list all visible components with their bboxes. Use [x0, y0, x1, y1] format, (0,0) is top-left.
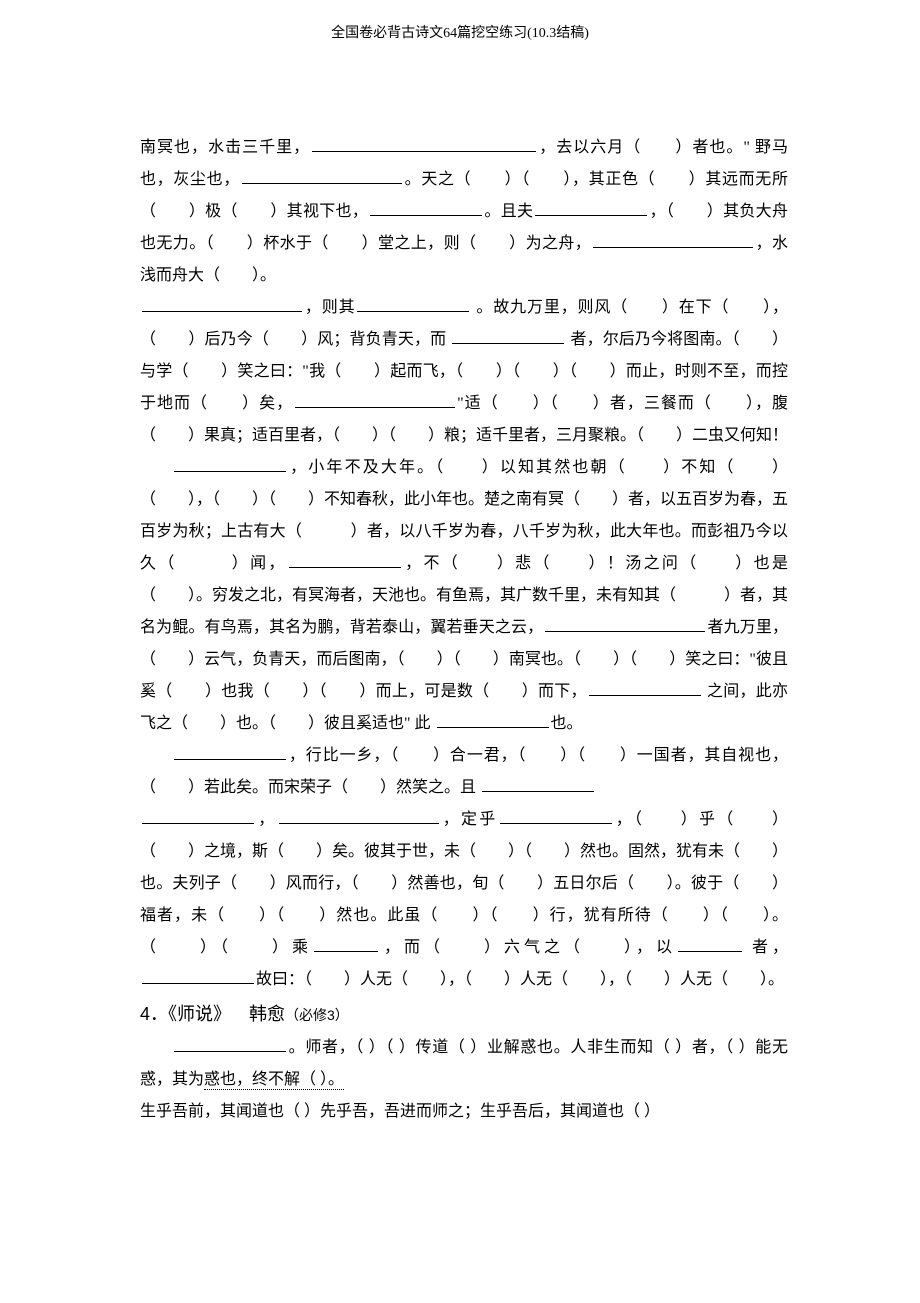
blank-fill — [174, 454, 286, 472]
blank-fill — [242, 166, 402, 184]
blank-fill — [370, 198, 482, 216]
blank-fill — [289, 550, 401, 568]
paragraph-2: ，小年不及大年。（ ）以知其然也朝（ ）不知（ ）（ ），（ ）（ ）不知春秋，… — [140, 452, 788, 740]
paragraph-5: 生乎吾前，其闻道也（ ）先乎吾，吾进而师之；生乎吾后，其闻道也（ ） — [140, 1096, 788, 1128]
blank-fill — [174, 1034, 286, 1052]
blank-fill — [142, 806, 254, 824]
blank-fill — [174, 742, 286, 760]
blank-fill — [279, 806, 439, 824]
page-header: 全国卷必背古诗文64篇挖空练习(10.3结稿) — [0, 22, 920, 42]
blank-fill — [452, 326, 564, 344]
blank-fill — [142, 294, 302, 312]
text-segment: 者， — [744, 939, 788, 956]
text-segment: 故曰：（ ）人无（ ），（ ）人无（ ），（ ）人无（ ）。 — [256, 971, 784, 988]
blank-fill — [437, 710, 549, 728]
blank-fill — [589, 678, 701, 696]
section-4-title: 4．《师说》韩愈（必修3） — [140, 996, 788, 1032]
blank-fill — [295, 390, 455, 408]
section-number: 4． — [140, 1004, 168, 1024]
blank-fill — [312, 134, 536, 152]
blank-fill — [535, 198, 647, 216]
page-title: 全国卷必背古诗文64篇挖空练习(10.3结稿) — [331, 26, 589, 41]
text-segment: 南冥也，水击三千里， — [140, 139, 310, 156]
section-name: 《师说》 — [168, 1004, 231, 1024]
blank-fill — [142, 966, 254, 984]
text-segment: ， — [256, 811, 277, 828]
document-body: 南冥也，水击三千里，，去以六月（ ）者也。" 野马也，灰尘也，。天之（ ）（ ）… — [0, 132, 920, 1128]
text-segment: 生乎吾前，其闻道也（ ）先乎吾，吾进而师之；生乎吾后，其闻道也（ ） — [140, 1103, 660, 1120]
blank-fill — [593, 230, 753, 248]
blank-fill — [545, 614, 705, 632]
text-segment: ，定乎 — [441, 811, 498, 828]
dotted-text: 惑也，终不解（ ）。 — [204, 1071, 344, 1090]
text-segment: 。且夫 — [484, 203, 533, 220]
blank-fill — [678, 934, 742, 952]
paragraph-4: 。师者，（ ）（ ）传道（ ）业解惑也。人非生而知（ ）者，（ ）能无惑，其为惑… — [140, 1032, 788, 1096]
text-segment: ，而（ ）六气之（ ），以 — [380, 939, 676, 956]
blank-fill — [314, 934, 378, 952]
section-note: （必修3） — [285, 1007, 349, 1023]
paragraph-3: ，行比一乡，（ ）合一君，（ ）（ ）一国者，其自视也，（ ）若此矣。而宋荣子（… — [140, 740, 788, 996]
text-segment: 也。 — [551, 715, 583, 732]
blank-fill — [482, 774, 594, 792]
text-segment: ，则其 — [304, 299, 355, 316]
blank-fill — [357, 294, 469, 312]
blank-fill — [500, 806, 612, 824]
section-author: 韩愈 — [249, 1004, 285, 1024]
paragraph-1: 南冥也，水击三千里，，去以六月（ ）者也。" 野马也，灰尘也，。天之（ ）（ ）… — [140, 132, 788, 452]
